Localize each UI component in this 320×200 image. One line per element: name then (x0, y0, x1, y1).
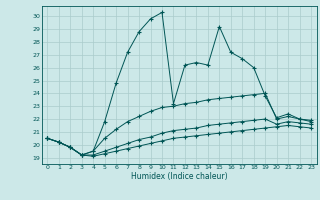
X-axis label: Humidex (Indice chaleur): Humidex (Indice chaleur) (131, 172, 228, 181)
